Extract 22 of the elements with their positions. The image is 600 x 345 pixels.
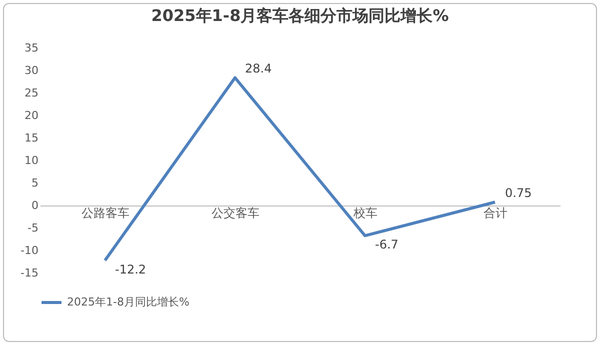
y-tick-label: 20 (24, 109, 38, 122)
y-tick-label: 5 (32, 176, 38, 190)
x-tick-label: 公路客车 (82, 206, 130, 220)
y-tick-label: 30 (24, 64, 38, 77)
y-tick-label: -5 (28, 222, 38, 234)
chart-title: 2025年1-8月客车各细分市场同比增长% (151, 6, 449, 25)
data-label: 28.4 (245, 62, 272, 76)
y-tick-label: -10 (20, 244, 38, 257)
y-tick-label: 0 (32, 199, 38, 212)
data-label: -12.2 (115, 262, 146, 276)
y-tick-label: 25 (24, 86, 38, 100)
x-tick-label: 合计 (484, 206, 508, 220)
y-tick-label: -15 (20, 266, 38, 280)
x-tick-label: 公交客车 (212, 206, 260, 220)
y-tick-label: 10 (24, 154, 38, 167)
y-tick-label: 35 (24, 42, 38, 54)
x-tick-label: 校车 (352, 206, 378, 220)
data-label: 0.75 (505, 186, 532, 200)
line-series (104, 76, 496, 262)
legend-label: 2025年1-8月同比增长% (67, 296, 190, 308)
data-label: -6.7 (375, 238, 398, 252)
y-tick-label: 15 (24, 132, 38, 144)
